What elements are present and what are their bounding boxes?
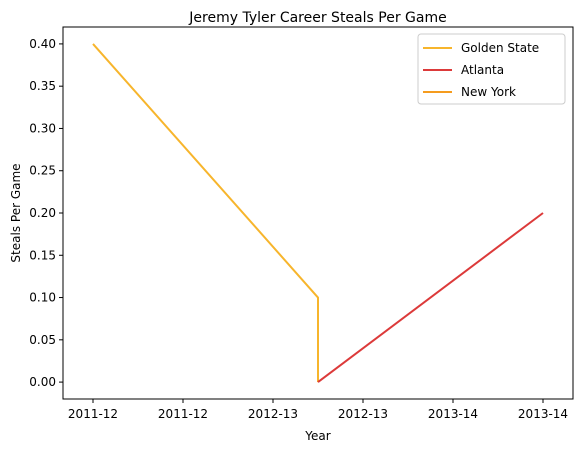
x-tick-label: 2013-14 bbox=[518, 407, 568, 421]
y-axis-label: Steals Per Game bbox=[9, 163, 23, 262]
y-tick-label: 0.05 bbox=[29, 333, 56, 347]
legend-label-golden-state: Golden State bbox=[461, 41, 539, 55]
y-tick-label: 0.30 bbox=[29, 121, 56, 135]
y-tick-label: 0.35 bbox=[29, 79, 56, 93]
legend-box bbox=[417, 33, 566, 105]
x-tick-label: 2013-14 bbox=[428, 407, 478, 421]
series-layer bbox=[92, 43, 544, 383]
x-axis: 2011-12 2011-12 2012-13 2012-13 2013-14 2013-… bbox=[68, 399, 568, 421]
x-axis-label: Year bbox=[304, 429, 330, 443]
x-tick-label: 2011-12 bbox=[68, 407, 118, 421]
y-axis: 0.00 0.05 0.10 0.15 0.20 0.25 0.30 0.35 0.40 bbox=[29, 37, 63, 389]
series-line-atlanta bbox=[317, 212, 544, 383]
x-tick-label: 2011-12 bbox=[158, 407, 208, 421]
y-tick-label: 0.20 bbox=[29, 206, 56, 220]
legend: Golden State Atlanta New York bbox=[417, 33, 566, 105]
series-line-golden-state bbox=[92, 43, 319, 383]
y-tick-label: 0.10 bbox=[29, 291, 56, 305]
y-tick-label: 0.00 bbox=[29, 375, 56, 389]
legend-label-atlanta: Atlanta bbox=[461, 63, 504, 77]
x-tick-label: 2012-13 bbox=[338, 407, 388, 421]
x-tick-label: 2012-13 bbox=[248, 407, 298, 421]
legend-label-new-york: New York bbox=[461, 85, 516, 99]
y-tick-label: 0.15 bbox=[29, 248, 56, 262]
chart-title: Jeremy Tyler Career Steals Per Game bbox=[188, 10, 446, 26]
y-tick-label: 0.25 bbox=[29, 164, 56, 178]
y-tick-label: 0.40 bbox=[29, 37, 56, 51]
